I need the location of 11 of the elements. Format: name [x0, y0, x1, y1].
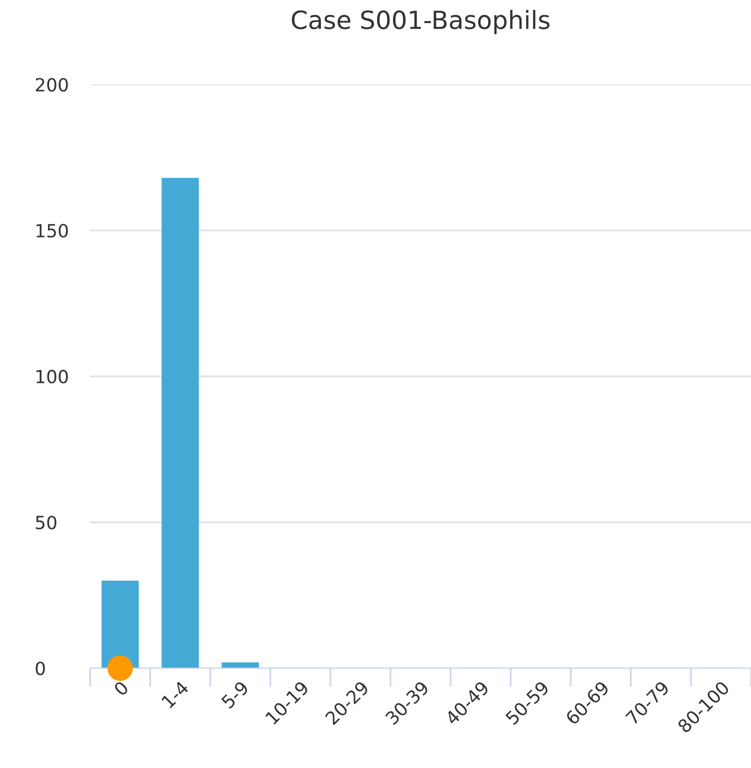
chart-title: Case S001-Basophils	[292, 10, 550, 34]
bar	[162, 178, 199, 668]
y-tick-label: 0	[36, 662, 45, 676]
x-tick-label: 5-9	[220, 680, 250, 710]
y-tick-label: 50	[36, 516, 56, 530]
y-tick-label: 100	[36, 370, 68, 384]
x-tick-label: 0	[113, 680, 130, 696]
bar	[102, 580, 139, 668]
y-tick-label: 200	[36, 78, 68, 92]
y-tick-label: 150	[36, 224, 68, 238]
x-tick-label: 1-4	[161, 680, 190, 708]
